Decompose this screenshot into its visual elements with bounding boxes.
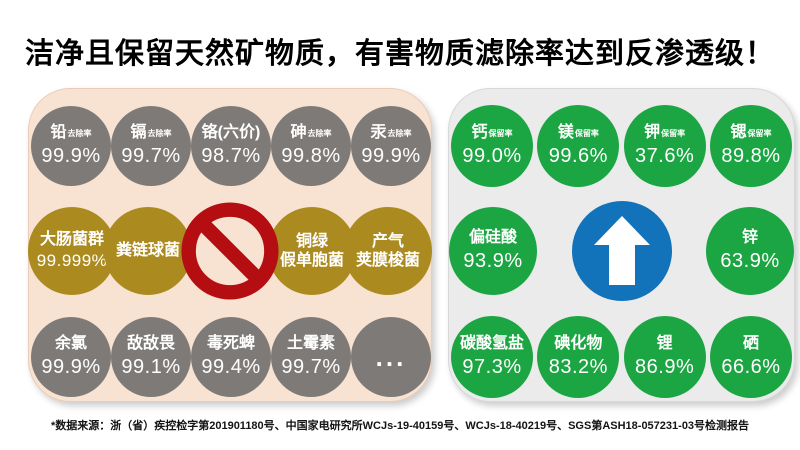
substance-circle: 产气 荚膜梭菌 bbox=[344, 207, 432, 295]
substance-label: 钾保留率 bbox=[644, 124, 686, 142]
substance-label: 粪链球菌 bbox=[115, 242, 180, 260]
substance-label: 锂 bbox=[656, 335, 673, 353]
data-source-footnote: *数据来源：浙（省）疾控检字第201901180号、中国家电研究所WCJs-19… bbox=[50, 420, 750, 432]
substance-circle: 土霉素 99.7% bbox=[271, 317, 351, 397]
percentage-value: 97.3% bbox=[462, 355, 522, 378]
percentage-value: 99.4% bbox=[201, 355, 261, 378]
substance-circle: 敌敌畏 99.1% bbox=[111, 317, 191, 397]
percentage-value: 99.9% bbox=[41, 144, 101, 167]
substance-label: 偏硅酸 bbox=[468, 229, 517, 247]
rate-type-suffix: 保留率 bbox=[488, 129, 513, 139]
percentage-value: 99.1% bbox=[121, 355, 181, 378]
page-title: 洁净且保留天然矿物质，有害物质滤除率达到反渗透级！ bbox=[24, 38, 775, 70]
circle-row: 碳酸氢盐 97.3% 碘化物 83.2% 锂 86.9% 硒 66.6% bbox=[449, 316, 794, 398]
contaminant-removal-panel: 铅去除率 99.9% 镉去除率 99.7% 铬(六价) 98.7% 砷去除率 99.8% 汞去除… bbox=[28, 88, 432, 402]
substance-label: 钙保留率 bbox=[471, 124, 513, 142]
prohibition-icon bbox=[180, 201, 280, 301]
percentage-value: 37.6% bbox=[635, 144, 695, 167]
substance-circle: 镉去除率 99.7% bbox=[111, 106, 191, 186]
circle-row: 余氯 99.9% 敌敌畏 99.1% 毒死蜱 99.4% 土霉素 99.7%... bbox=[29, 317, 431, 397]
circle-row: 钙保留率 99.0% 镁保留率 99.6% 钾保留率 37.6% 锶保留率 89.8% bbox=[449, 105, 794, 187]
circle-row: 偏硅酸 93.9% 锌 63.9% bbox=[449, 201, 794, 301]
percentage-value: 86.9% bbox=[635, 355, 695, 378]
substance-label: 毒死蜱 bbox=[206, 335, 255, 353]
substance-label: 锶保留率 bbox=[730, 124, 772, 142]
rate-type-suffix: 保留率 bbox=[747, 129, 772, 139]
percentage-value: 99.6% bbox=[548, 144, 608, 167]
substance-circle: 钙保留率 99.0% bbox=[451, 105, 533, 187]
substance-circle: 粪链球菌 bbox=[104, 207, 192, 295]
substance-label: 余氯 bbox=[54, 335, 87, 353]
arrow-up-icon bbox=[571, 201, 672, 301]
substance-label: 铜绿 bbox=[295, 232, 328, 250]
substance-label: 铬(六价) bbox=[201, 124, 261, 142]
substance-label: 汞去除率 bbox=[370, 124, 412, 142]
percentage-value: 98.7% bbox=[201, 144, 261, 167]
substance-label: 敌敌畏 bbox=[126, 335, 175, 353]
percentage-value: 99.0% bbox=[462, 144, 522, 167]
substance-circle: 碘化物 83.2% bbox=[537, 316, 620, 398]
substance-label-line2: 荚膜梭菌 bbox=[355, 252, 420, 269]
substance-label: 镉去除率 bbox=[130, 124, 172, 142]
circle-row: 铅去除率 99.9% 镉去除率 99.7% 铬(六价) 98.7% 砷去除率 99.8% 汞去除… bbox=[29, 106, 431, 186]
percentage-value: 99.9% bbox=[361, 144, 421, 167]
percentage-value: 99.8% bbox=[281, 144, 341, 167]
circle-row: 大肠菌群 99.999% 粪链球菌 铜绿 假单胞菌 产气 荚膜梭菌 bbox=[28, 201, 432, 301]
percentage-value: 89.8% bbox=[721, 144, 781, 167]
percentage-value: 63.9% bbox=[720, 249, 780, 272]
substance-label: 砷去除率 bbox=[290, 124, 332, 142]
substance-label: 碘化物 bbox=[554, 335, 603, 353]
rate-type-suffix: 去除率 bbox=[147, 129, 172, 139]
substance-circle: 钾保留率 37.6% bbox=[623, 105, 706, 187]
substance-circle: 砷去除率 99.8% bbox=[271, 106, 351, 186]
substance-circle: 锶保留率 89.8% bbox=[709, 105, 792, 187]
substance-circle: 偏硅酸 93.9% bbox=[449, 207, 537, 295]
percentage-value: 99.7% bbox=[121, 144, 181, 167]
substance-circle: 锂 86.9% bbox=[623, 316, 706, 398]
rate-type-suffix: 保留率 bbox=[574, 129, 599, 139]
substance-label: 土霉素 bbox=[286, 335, 335, 353]
substance-circle: 硒 66.6% bbox=[709, 316, 792, 398]
substance-label: 硒 bbox=[742, 335, 759, 353]
substance-circle: 毒死蜱 99.4% bbox=[191, 317, 271, 397]
rate-type-suffix: 去除率 bbox=[67, 129, 92, 139]
percentage-value: 93.9% bbox=[463, 249, 523, 272]
substance-label: 产气 bbox=[371, 232, 404, 250]
substance-label-line2: 假单胞菌 bbox=[279, 252, 344, 269]
substance-label: 大肠菌群 bbox=[39, 231, 104, 249]
mineral-retention-panel: 钙保留率 99.0% 镁保留率 99.6% 钾保留率 37.6% 锶保留率 89.8% 偏硅酸 9… bbox=[448, 88, 795, 402]
substance-label: 锌 bbox=[741, 229, 758, 247]
substance-circle: 铜绿 假单胞菌 bbox=[268, 207, 356, 295]
substance-circle: 铬(六价) 98.7% bbox=[191, 106, 271, 186]
rate-type-suffix: 去除率 bbox=[307, 129, 332, 139]
substance-label: 碳酸氢盐 bbox=[459, 335, 524, 353]
substance-circle: 镁保留率 99.6% bbox=[537, 105, 620, 187]
substance-circle: ... bbox=[351, 317, 431, 397]
substance-label: 铅去除率 bbox=[50, 124, 92, 142]
substance-label: 镁保留率 bbox=[557, 124, 599, 142]
percentage-value: 66.6% bbox=[721, 355, 781, 378]
substance-circle: 汞去除率 99.9% bbox=[351, 106, 431, 186]
substance-circle: 碳酸氢盐 97.3% bbox=[451, 316, 533, 398]
percentage-value: 83.2% bbox=[548, 355, 608, 378]
percentage-value: 99.7% bbox=[281, 355, 341, 378]
substance-circle: 余氯 99.9% bbox=[31, 317, 111, 397]
substance-circle: 铅去除率 99.9% bbox=[31, 106, 111, 186]
substance-label: ... bbox=[375, 341, 407, 372]
substance-circle: 大肠菌群 99.999% bbox=[28, 207, 116, 295]
percentage-value: 99.9% bbox=[41, 355, 101, 378]
rate-type-suffix: 保留率 bbox=[661, 129, 686, 139]
substance-circle: 锌 63.9% bbox=[706, 207, 794, 295]
percentage-value: 99.999% bbox=[36, 250, 108, 270]
rate-type-suffix: 去除率 bbox=[387, 129, 412, 139]
